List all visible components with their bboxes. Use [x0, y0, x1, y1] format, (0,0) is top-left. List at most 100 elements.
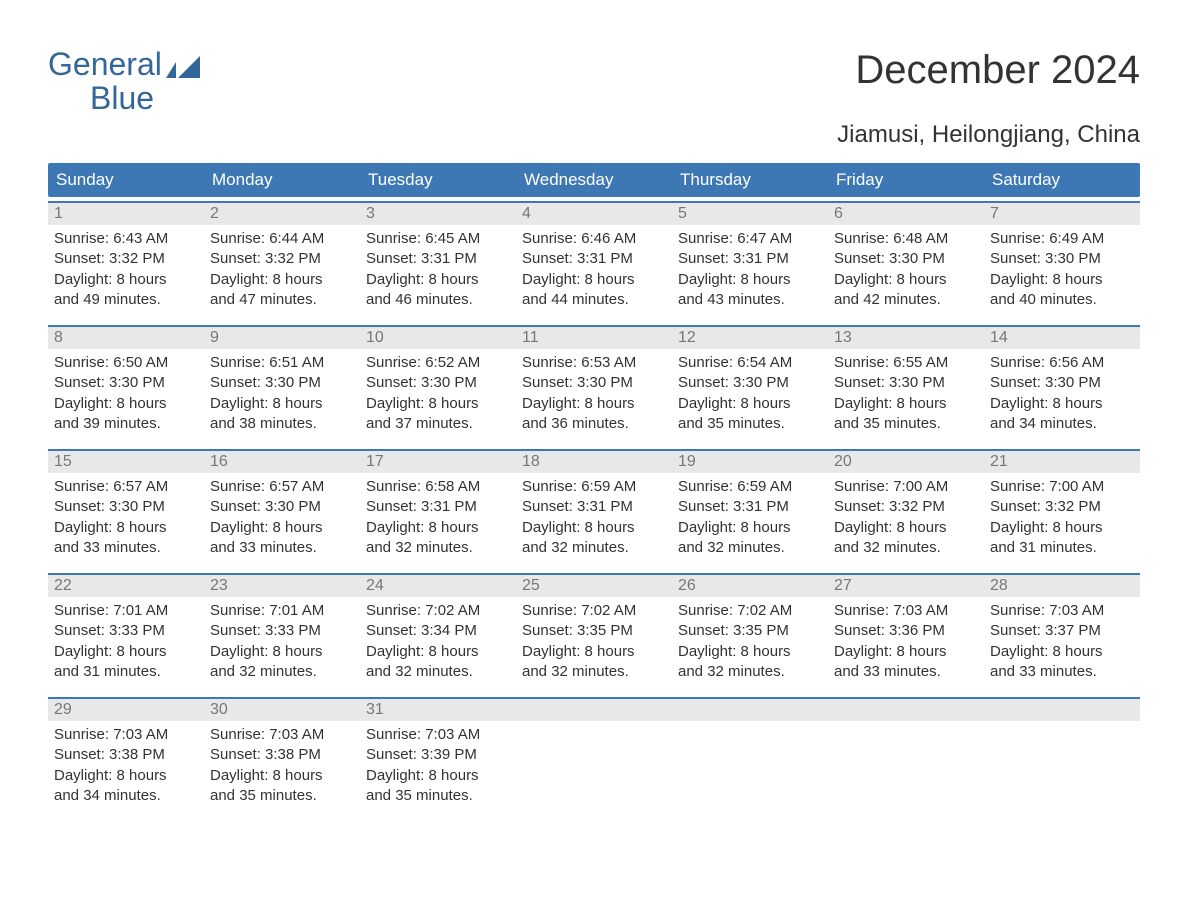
day-cell: 17Sunrise: 6:58 AMSunset: 3:31 PMDayligh…	[360, 451, 516, 569]
day-info: Sunrise: 6:55 AMSunset: 3:30 PMDaylight:…	[828, 349, 984, 438]
day-info-sunset: Sunset: 3:31 PM	[678, 497, 822, 517]
day-info	[828, 721, 984, 729]
day-number	[828, 699, 984, 721]
day-number: 21	[984, 451, 1140, 473]
day-info: Sunrise: 6:43 AMSunset: 3:32 PMDaylight:…	[48, 225, 204, 314]
day-info: Sunrise: 7:02 AMSunset: 3:35 PMDaylight:…	[516, 597, 672, 686]
day-cell: 25Sunrise: 7:02 AMSunset: 3:35 PMDayligh…	[516, 575, 672, 693]
day-info-sunset: Sunset: 3:32 PM	[834, 497, 978, 517]
day-info: Sunrise: 7:03 AMSunset: 3:36 PMDaylight:…	[828, 597, 984, 686]
day-cell	[984, 699, 1140, 817]
day-info-day2: and 36 minutes.	[522, 414, 666, 434]
day-info-day2: and 32 minutes.	[210, 662, 354, 682]
day-info-day1: Daylight: 8 hours	[834, 394, 978, 414]
day-info-day2: and 40 minutes.	[990, 290, 1134, 310]
header-row: General Blue December 2024	[48, 48, 1140, 115]
day-info-sunrise: Sunrise: 6:59 AM	[522, 477, 666, 497]
day-number: 18	[516, 451, 672, 473]
day-info: Sunrise: 7:02 AMSunset: 3:34 PMDaylight:…	[360, 597, 516, 686]
day-number: 19	[672, 451, 828, 473]
day-cell: 22Sunrise: 7:01 AMSunset: 3:33 PMDayligh…	[48, 575, 204, 693]
day-info-day2: and 49 minutes.	[54, 290, 198, 310]
day-info-sunset: Sunset: 3:38 PM	[54, 745, 198, 765]
day-info-day1: Daylight: 8 hours	[54, 394, 198, 414]
day-cell	[516, 699, 672, 817]
day-info: Sunrise: 6:44 AMSunset: 3:32 PMDaylight:…	[204, 225, 360, 314]
day-cell	[672, 699, 828, 817]
day-info-day2: and 33 minutes.	[990, 662, 1134, 682]
day-number: 23	[204, 575, 360, 597]
day-number: 24	[360, 575, 516, 597]
day-info: Sunrise: 6:53 AMSunset: 3:30 PMDaylight:…	[516, 349, 672, 438]
day-info-day2: and 34 minutes.	[54, 786, 198, 806]
day-cell: 16Sunrise: 6:57 AMSunset: 3:30 PMDayligh…	[204, 451, 360, 569]
brand-logo: General Blue	[48, 48, 200, 115]
day-info-day2: and 42 minutes.	[834, 290, 978, 310]
day-info-day2: and 32 minutes.	[678, 662, 822, 682]
day-info-day2: and 38 minutes.	[210, 414, 354, 434]
day-info-day1: Daylight: 8 hours	[366, 394, 510, 414]
day-info-sunset: Sunset: 3:30 PM	[210, 497, 354, 517]
day-info-day2: and 37 minutes.	[366, 414, 510, 434]
day-info-sunset: Sunset: 3:33 PM	[210, 621, 354, 641]
day-number: 28	[984, 575, 1140, 597]
day-cell: 19Sunrise: 6:59 AMSunset: 3:31 PMDayligh…	[672, 451, 828, 569]
day-info	[984, 721, 1140, 729]
day-info-day2: and 46 minutes.	[366, 290, 510, 310]
day-number: 14	[984, 327, 1140, 349]
day-info-sunrise: Sunrise: 6:50 AM	[54, 353, 198, 373]
day-info-sunset: Sunset: 3:32 PM	[990, 497, 1134, 517]
page-subtitle: Jiamusi, Heilongjiang, China	[48, 121, 1140, 149]
day-info-sunset: Sunset: 3:30 PM	[834, 249, 978, 269]
brand-flag-icon	[166, 56, 200, 78]
day-number: 29	[48, 699, 204, 721]
day-number: 26	[672, 575, 828, 597]
day-number: 22	[48, 575, 204, 597]
day-info-sunset: Sunset: 3:32 PM	[210, 249, 354, 269]
day-info-day1: Daylight: 8 hours	[54, 642, 198, 662]
day-info-sunrise: Sunrise: 7:00 AM	[834, 477, 978, 497]
day-info-sunrise: Sunrise: 6:57 AM	[210, 477, 354, 497]
day-cell: 20Sunrise: 7:00 AMSunset: 3:32 PMDayligh…	[828, 451, 984, 569]
day-info: Sunrise: 6:58 AMSunset: 3:31 PMDaylight:…	[360, 473, 516, 562]
day-number: 12	[672, 327, 828, 349]
day-info-sunset: Sunset: 3:34 PM	[366, 621, 510, 641]
day-info-day2: and 31 minutes.	[990, 538, 1134, 558]
day-number: 30	[204, 699, 360, 721]
day-info-sunset: Sunset: 3:30 PM	[366, 373, 510, 393]
day-info-sunset: Sunset: 3:31 PM	[366, 497, 510, 517]
day-cell: 1Sunrise: 6:43 AMSunset: 3:32 PMDaylight…	[48, 203, 204, 321]
day-info: Sunrise: 6:52 AMSunset: 3:30 PMDaylight:…	[360, 349, 516, 438]
day-info: Sunrise: 7:03 AMSunset: 3:38 PMDaylight:…	[48, 721, 204, 810]
day-cell: 9Sunrise: 6:51 AMSunset: 3:30 PMDaylight…	[204, 327, 360, 445]
day-info-sunrise: Sunrise: 7:03 AM	[990, 601, 1134, 621]
day-number: 6	[828, 203, 984, 225]
day-info-sunrise: Sunrise: 6:53 AM	[522, 353, 666, 373]
day-number: 7	[984, 203, 1140, 225]
day-info-day2: and 34 minutes.	[990, 414, 1134, 434]
day-number: 9	[204, 327, 360, 349]
day-info-day2: and 43 minutes.	[678, 290, 822, 310]
day-cell: 27Sunrise: 7:03 AMSunset: 3:36 PMDayligh…	[828, 575, 984, 693]
day-info: Sunrise: 7:03 AMSunset: 3:38 PMDaylight:…	[204, 721, 360, 810]
day-number	[984, 699, 1140, 721]
day-info-sunrise: Sunrise: 7:03 AM	[366, 725, 510, 745]
day-info: Sunrise: 6:46 AMSunset: 3:31 PMDaylight:…	[516, 225, 672, 314]
day-info: Sunrise: 7:01 AMSunset: 3:33 PMDaylight:…	[204, 597, 360, 686]
day-number: 11	[516, 327, 672, 349]
day-info	[516, 721, 672, 729]
day-info-sunrise: Sunrise: 6:58 AM	[366, 477, 510, 497]
day-info-sunset: Sunset: 3:30 PM	[54, 497, 198, 517]
day-cell: 14Sunrise: 6:56 AMSunset: 3:30 PMDayligh…	[984, 327, 1140, 445]
day-info-day1: Daylight: 8 hours	[834, 642, 978, 662]
day-info-day2: and 32 minutes.	[522, 662, 666, 682]
day-info-sunset: Sunset: 3:30 PM	[990, 373, 1134, 393]
day-info-day1: Daylight: 8 hours	[366, 518, 510, 538]
day-info-sunset: Sunset: 3:31 PM	[522, 497, 666, 517]
day-info: Sunrise: 6:49 AMSunset: 3:30 PMDaylight:…	[984, 225, 1140, 314]
day-info-sunrise: Sunrise: 7:03 AM	[210, 725, 354, 745]
day-info-sunset: Sunset: 3:30 PM	[522, 373, 666, 393]
day-info-sunset: Sunset: 3:39 PM	[366, 745, 510, 765]
day-info-sunset: Sunset: 3:30 PM	[210, 373, 354, 393]
day-info: Sunrise: 6:57 AMSunset: 3:30 PMDaylight:…	[48, 473, 204, 562]
